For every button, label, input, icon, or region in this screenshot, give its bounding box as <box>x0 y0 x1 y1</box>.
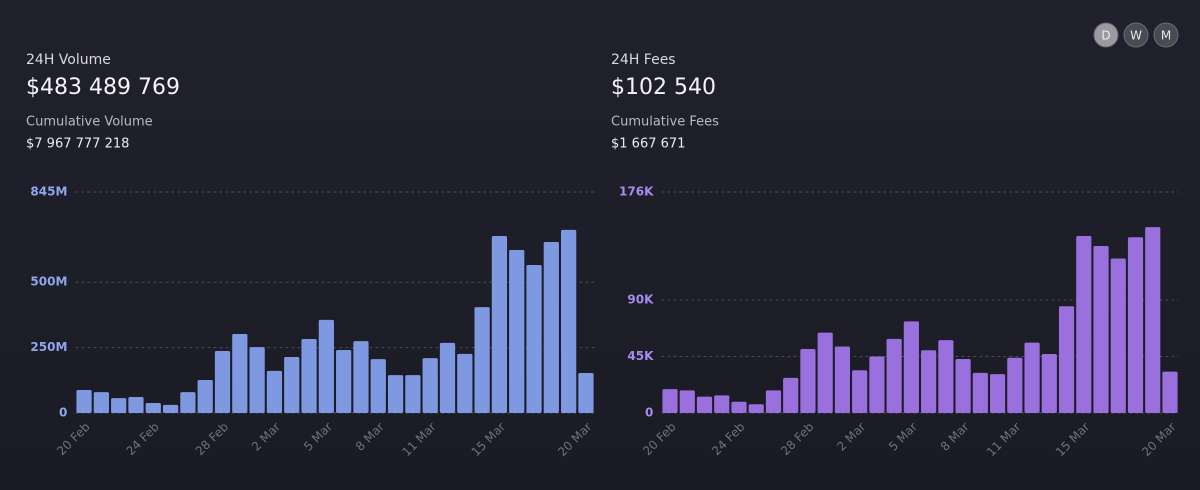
bar <box>197 380 213 413</box>
metric-value: $483 489 769 <box>26 75 180 100</box>
bar <box>972 372 988 413</box>
bar <box>662 389 678 413</box>
bar <box>679 390 695 413</box>
bar <box>748 404 764 413</box>
bar <box>955 359 971 413</box>
bar <box>284 357 300 413</box>
bar <box>1127 237 1144 413</box>
metric-subtitle: Cumulative Volume <box>26 115 153 130</box>
metric-title: 24H Volume <box>26 52 111 68</box>
bar <box>180 392 196 413</box>
period-button-label[interactable]: M <box>1161 29 1171 43</box>
period-button[interactable] <box>1123 22 1149 48</box>
bar <box>783 377 799 413</box>
y-tick-label: 176K <box>619 185 654 199</box>
bar <box>921 350 937 413</box>
metric-subvalue: $1 667 671 <box>611 137 685 152</box>
bar <box>800 348 816 413</box>
bar <box>405 375 421 413</box>
bar <box>1041 353 1057 413</box>
y-tick-label: 845M <box>30 185 67 199</box>
metric-subvalue: $7 967 777 218 <box>26 137 129 152</box>
period-button-label[interactable]: W <box>1130 29 1142 43</box>
y-tick-label: 0 <box>59 406 67 420</box>
metric-title: 24H Fees <box>611 52 676 68</box>
period-button-label[interactable]: D <box>1101 29 1110 43</box>
bar <box>266 370 283 413</box>
bar <box>491 235 508 413</box>
bar <box>903 321 919 413</box>
bar <box>1058 306 1075 413</box>
bar <box>76 389 92 413</box>
bar <box>422 358 438 413</box>
bar <box>852 370 868 413</box>
period-button[interactable] <box>1153 22 1179 48</box>
period-button[interactable] <box>1093 22 1119 48</box>
bar <box>336 349 352 413</box>
bar <box>526 264 542 413</box>
bar <box>457 353 473 413</box>
bar <box>439 342 456 413</box>
metric-value: $102 540 <box>611 75 716 100</box>
bar <box>387 375 404 413</box>
bar <box>232 334 248 413</box>
bar <box>111 398 127 413</box>
bar <box>214 351 231 413</box>
y-tick-label: 45K <box>627 349 654 363</box>
bar <box>714 395 730 413</box>
bar <box>128 397 144 413</box>
bar <box>886 338 902 413</box>
bar <box>834 346 851 413</box>
bar <box>301 338 317 413</box>
bar <box>93 392 109 413</box>
metric-subtitle: Cumulative Fees <box>611 115 719 130</box>
bar <box>1162 371 1178 413</box>
bar <box>353 341 369 413</box>
bar <box>162 404 179 413</box>
bar <box>989 374 1006 413</box>
y-tick-label: 0 <box>645 406 653 420</box>
bar <box>1007 357 1023 413</box>
bar <box>543 241 559 413</box>
bar <box>765 390 782 413</box>
bar <box>1076 235 1092 413</box>
bar <box>249 347 265 413</box>
bar <box>145 403 161 413</box>
bar <box>731 401 747 413</box>
bar <box>817 332 833 413</box>
bar <box>578 372 594 413</box>
bar <box>869 356 885 413</box>
y-tick-label: 250M <box>30 340 67 354</box>
bar <box>474 307 490 413</box>
bar <box>318 319 334 413</box>
y-tick-label: 500M <box>30 275 67 289</box>
bar <box>561 229 577 413</box>
bar <box>1093 245 1109 413</box>
y-tick-label: 90K <box>627 292 654 306</box>
bar <box>696 396 713 413</box>
bar <box>1145 227 1161 413</box>
bar <box>938 340 954 413</box>
bar <box>509 250 525 413</box>
bar <box>370 359 386 413</box>
bar <box>1110 258 1126 413</box>
bar <box>1024 342 1040 413</box>
